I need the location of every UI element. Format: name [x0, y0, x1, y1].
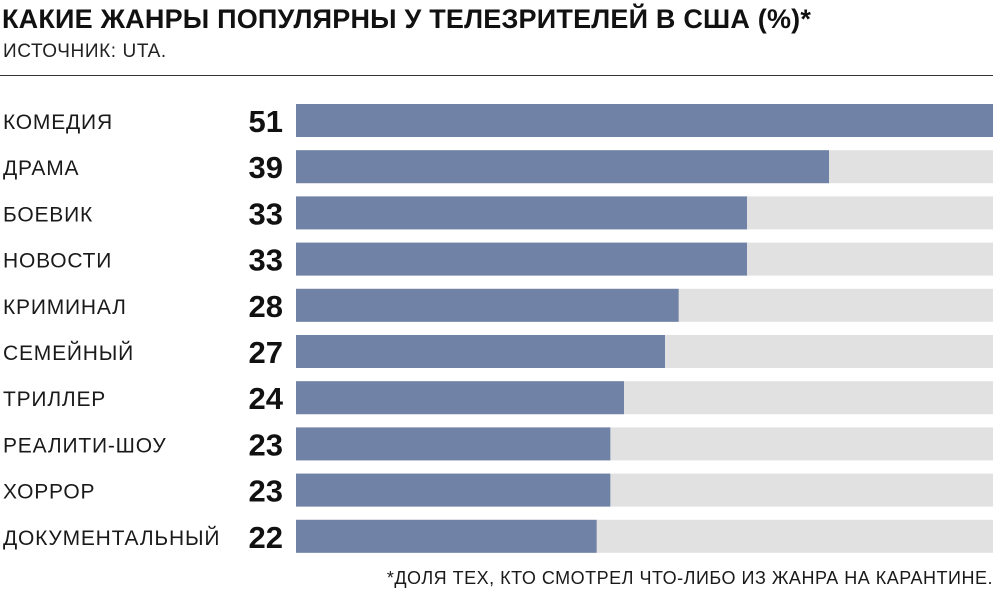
bar [296, 196, 747, 230]
category-label: НОВОСТИ [3, 250, 112, 273]
bar [296, 288, 679, 322]
value-label: 22 [249, 520, 283, 555]
category-label: БОЕВИК [3, 203, 93, 226]
bar [296, 427, 611, 461]
bar [296, 104, 993, 137]
bar [296, 242, 747, 276]
bar [296, 335, 665, 368]
bar [296, 381, 624, 415]
bar [296, 519, 597, 553]
value-label: 33 [249, 243, 283, 278]
category-label: ДОКУМЕНТАЛЬНЫЙ [3, 526, 220, 550]
value-label: 51 [249, 104, 283, 139]
value-label: 27 [249, 335, 283, 370]
value-label: 24 [249, 381, 284, 416]
bar [296, 150, 829, 184]
category-label: ХОРРОР [3, 481, 95, 504]
category-label: РЕАЛИТИ-ШОУ [3, 434, 167, 457]
value-label: 39 [249, 150, 283, 185]
chart-title: КАКИЕ ЖАНРЫ ПОПУЛЯРНЫ У ТЕЛЕЗРИТЕЛЕЙ В С… [2, 4, 812, 34]
value-label: 28 [249, 289, 283, 324]
category-label: КОМЕДИЯ [3, 111, 113, 134]
category-label: СЕМЕЙНЫЙ [3, 341, 134, 365]
header-divider [0, 75, 993, 76]
chart-source: ИСТОЧНИК: UTA. [3, 41, 167, 62]
value-label: 23 [249, 474, 283, 509]
category-label: ДРАМА [3, 157, 79, 180]
value-label: 23 [249, 427, 283, 462]
category-label: ТРИЛЛЕР [3, 388, 106, 411]
chart-footnote: *ДОЛЯ ТЕХ, КТО СМОТРЕЛ ЧТО-ЛИБО ИЗ ЖАНРА… [386, 568, 993, 588]
value-label: 33 [249, 196, 283, 231]
bar [296, 473, 611, 507]
category-label: КРИМИНАЛ [3, 296, 127, 319]
